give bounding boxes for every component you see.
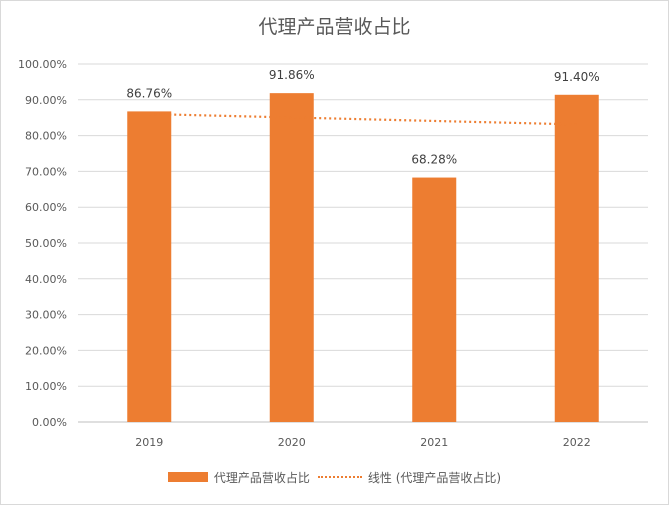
y-tick-label: 100.00% xyxy=(18,58,67,71)
y-tick-label: 80.00% xyxy=(25,130,67,143)
bar xyxy=(554,94,599,423)
x-tick-label: 2021 xyxy=(420,436,448,449)
bar xyxy=(127,111,172,422)
y-tick-label: 70.00% xyxy=(25,165,67,178)
chart-legend: 代理产品营收占比 线性 (代理产品营收占比) xyxy=(0,465,669,489)
trendline xyxy=(149,112,577,126)
legend-item-trendline: 线性 (代理产品营收占比) xyxy=(317,469,502,486)
bar xyxy=(269,93,314,422)
chart-title: 代理产品营收占比 xyxy=(258,16,411,38)
data-label: 91.40% xyxy=(554,70,600,84)
bar xyxy=(412,177,457,422)
x-tick-label: 2020 xyxy=(278,436,306,449)
y-tick-label: 90.00% xyxy=(25,94,67,107)
data-label: 86.76% xyxy=(126,86,172,100)
y-tick-label: 30.00% xyxy=(25,309,67,322)
data-label: 91.86% xyxy=(269,68,315,82)
legend-bar-swatch xyxy=(167,472,208,482)
legend-trendline-label: 线性 (代理产品营收占比) xyxy=(367,470,502,485)
data-label: 68.28% xyxy=(411,153,457,167)
y-tick-label: 10.00% xyxy=(25,380,67,393)
y-tick-label: 60.00% xyxy=(25,201,67,214)
x-tick-label: 2022 xyxy=(563,436,591,449)
legend-bar-label: 代理产品营收占比 xyxy=(213,470,310,485)
y-tick-label: 0.00% xyxy=(32,416,67,429)
legend-item-bar: 代理产品营收占比 xyxy=(167,469,310,486)
y-tick-label: 40.00% xyxy=(25,273,67,286)
legend-trendline-swatch xyxy=(317,476,362,478)
y-tick-label: 50.00% xyxy=(25,237,67,250)
x-tick-label: 2019 xyxy=(135,436,163,449)
y-tick-label: 20.00% xyxy=(25,344,67,357)
